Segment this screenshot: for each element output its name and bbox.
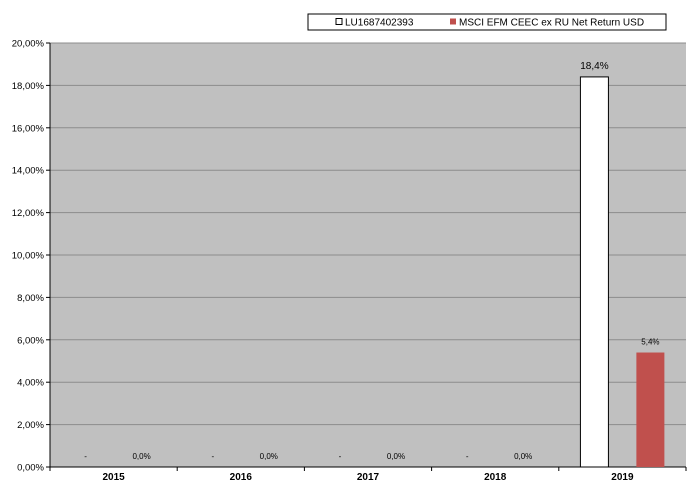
x-tick-label: 2015 bbox=[102, 472, 125, 483]
data-label: - bbox=[466, 452, 469, 461]
data-label: - bbox=[84, 452, 87, 461]
y-tick-label: 18,00% bbox=[12, 81, 45, 92]
x-tick-label: 2018 bbox=[484, 472, 507, 483]
y-tick-label: 16,00% bbox=[12, 123, 45, 134]
y-tick-label: 2,00% bbox=[17, 420, 44, 431]
y-tick-label: 20,00% bbox=[12, 39, 45, 50]
data-label: 0,0% bbox=[387, 452, 405, 461]
legend-swatch bbox=[335, 18, 343, 25]
data-label: - bbox=[339, 452, 342, 461]
data-label: 0,0% bbox=[514, 452, 532, 461]
bar bbox=[636, 352, 665, 467]
legend-swatch bbox=[450, 18, 456, 25]
y-tick-label: 6,00% bbox=[17, 335, 44, 346]
y-tick-label: 14,00% bbox=[12, 166, 45, 177]
y-tick-label: 10,00% bbox=[12, 251, 45, 262]
legend-label: LU1687402393 bbox=[345, 18, 414, 29]
y-tick-label: 12,00% bbox=[12, 208, 45, 219]
data-label: 0,0% bbox=[260, 452, 278, 461]
data-label: 0,0% bbox=[132, 452, 150, 461]
x-tick-label: 2017 bbox=[357, 472, 380, 483]
y-tick-label: 0,00% bbox=[17, 463, 44, 474]
bar bbox=[579, 76, 609, 468]
data-label: 5,4% bbox=[641, 338, 659, 347]
data-label: - bbox=[211, 452, 214, 461]
x-tick-label: 2016 bbox=[230, 472, 253, 483]
x-tick-label: 2019 bbox=[611, 472, 634, 483]
legend-label: MSCI EFM CEEC ex RU Net Return USD bbox=[459, 18, 644, 29]
y-tick-label: 4,00% bbox=[17, 378, 44, 389]
legend bbox=[307, 13, 667, 31]
data-label: 18,4% bbox=[580, 61, 608, 72]
y-tick-label: 8,00% bbox=[17, 293, 44, 304]
